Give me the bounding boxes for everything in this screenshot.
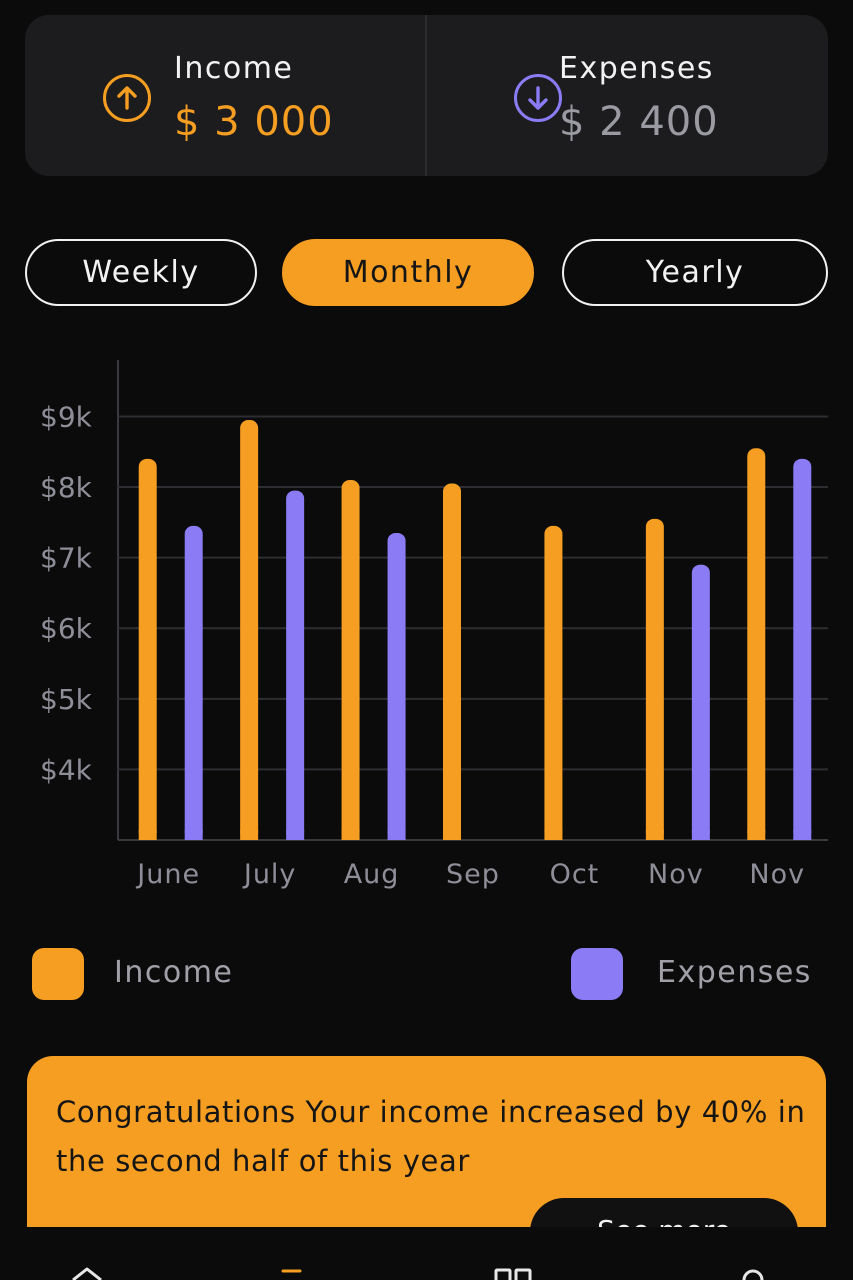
income-bar[interactable] (544, 525, 563, 840)
banner-text: Congratulations Your income increased by… (56, 1095, 806, 1178)
income-bar[interactable] (341, 480, 360, 840)
arrow-down-circle-icon (514, 74, 562, 122)
income-bar-base (341, 830, 360, 840)
expenses-summary[interactable]: Expenses $ 2 400 (427, 15, 828, 176)
expenses-bar[interactable] (184, 525, 203, 840)
income-bar-base (544, 830, 563, 840)
expenses-bar-base (286, 830, 305, 840)
income-expenses-bar-chart: $4k $5k $6k $7k $8k $9k June July Aug Sep Oct Nov No… (40, 360, 828, 890)
home-icon[interactable] (70, 1267, 104, 1280)
income-bar[interactable] (138, 458, 157, 840)
income-bar[interactable] (645, 518, 664, 840)
expenses-bar[interactable] (387, 532, 406, 840)
tab-yearly[interactable]: Yearly (562, 239, 828, 306)
profile-icon[interactable] (738, 1267, 768, 1280)
y-tick-label: $7k (40, 542, 93, 575)
expenses-bar-base (793, 830, 812, 840)
x-tick-label: Nov (648, 859, 704, 890)
chart-icon[interactable] (280, 1267, 304, 1280)
income-bar-base (747, 830, 766, 840)
income-bar-base (443, 830, 461, 840)
income-bar-base (138, 830, 157, 840)
x-tick-label: Aug (344, 859, 400, 890)
expenses-bar-base (184, 830, 203, 840)
legend-expenses-label: Expenses (657, 955, 812, 990)
y-tick-label: $9k (40, 400, 93, 433)
summary-card: Income $ 3 000 Expenses $ 2 400 (25, 15, 828, 176)
income-bar-base (645, 830, 664, 840)
expenses-label: Expenses (559, 51, 714, 86)
y-tick-label: $8k (40, 471, 93, 504)
y-tick-label: $5k (40, 683, 93, 716)
income-bar[interactable] (240, 420, 259, 840)
legend-income-label: Income (114, 955, 234, 990)
tab-monthly[interactable]: Monthly (282, 239, 534, 306)
income-banner: Congratulations Your income increased by… (27, 1056, 826, 1227)
expenses-bar[interactable] (793, 458, 812, 840)
legend-expenses-swatch (571, 948, 623, 1000)
income-summary[interactable]: Income $ 3 000 (25, 15, 425, 176)
see-more-button[interactable]: See more (530, 1198, 798, 1227)
legend-income-swatch (32, 948, 84, 1000)
income-label: Income (174, 51, 294, 86)
summary-divider (425, 15, 427, 176)
expenses-bar[interactable] (691, 564, 710, 840)
x-tick-label: July (242, 859, 297, 890)
expenses-bar-base (387, 830, 406, 840)
x-tick-label: June (135, 859, 200, 890)
x-tick-label: Sep (446, 859, 500, 890)
grid-icon[interactable] (494, 1267, 534, 1280)
expenses-value: $ 2 400 (559, 99, 719, 145)
bottom-nav (0, 1227, 853, 1280)
x-tick-label: Nov (749, 859, 805, 890)
income-bar[interactable] (747, 448, 766, 840)
expenses-bar[interactable] (286, 490, 305, 840)
y-tick-label: $4k (40, 753, 93, 786)
income-bar[interactable] (443, 483, 461, 840)
arrow-up-circle-icon (103, 74, 151, 122)
expenses-bar-base (691, 830, 710, 840)
y-tick-label: $6k (40, 612, 93, 645)
income-value: $ 3 000 (174, 99, 334, 145)
tab-weekly[interactable]: Weekly (25, 239, 257, 306)
income-bar-base (240, 830, 259, 840)
x-tick-label: Oct (550, 859, 600, 890)
